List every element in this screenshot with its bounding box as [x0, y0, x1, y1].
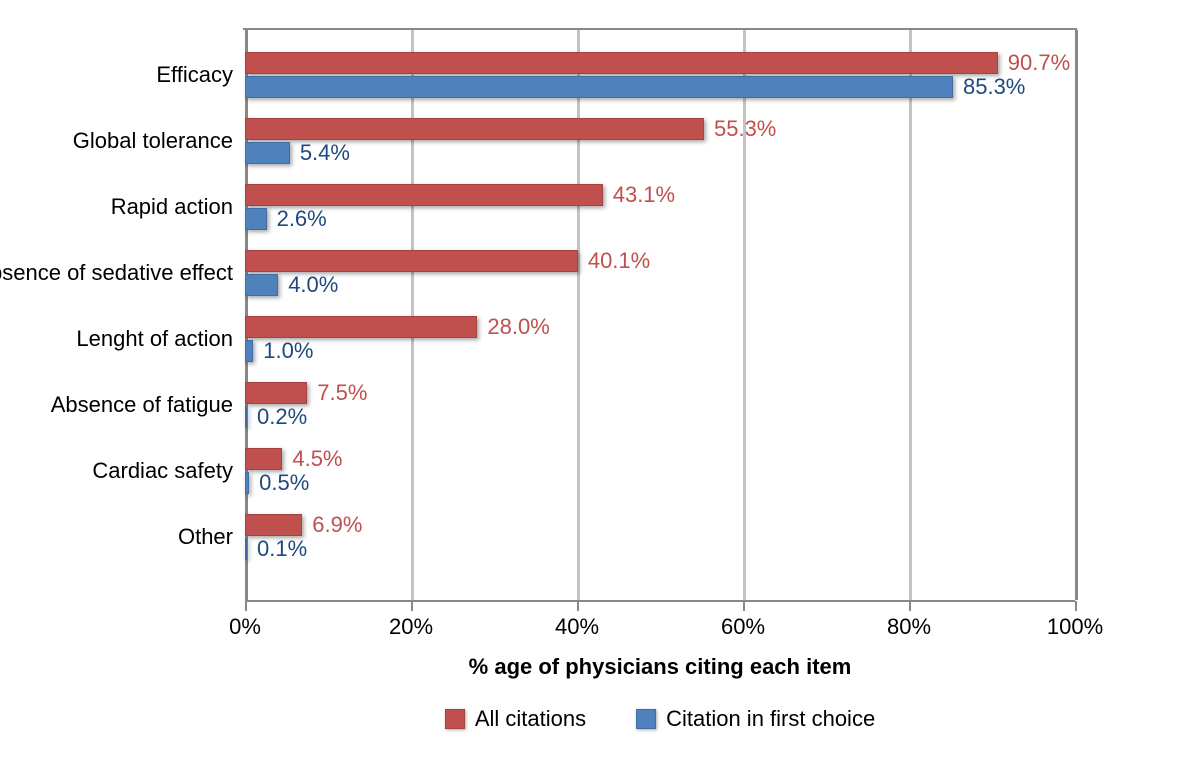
bar-value-all: 28.0%	[487, 314, 549, 340]
plot-area: Efficacy90.7%85.3%Global tolerance55.3%5…	[245, 30, 1075, 600]
bar-rect	[245, 448, 282, 470]
category-label: Lenght of action	[76, 326, 233, 352]
bar-value-all: 40.1%	[588, 248, 650, 274]
bar-first: 0.5%	[245, 472, 309, 494]
x-tick	[411, 601, 413, 611]
bar-value-all: 90.7%	[1008, 50, 1070, 76]
x-tick-label: 40%	[555, 614, 599, 640]
bar-rect	[245, 184, 603, 206]
x-tick	[245, 601, 247, 611]
bar-rect	[245, 274, 278, 296]
chart-container: Efficacy90.7%85.3%Global tolerance55.3%5…	[245, 30, 1075, 732]
bar-rect	[245, 406, 247, 428]
bar-value-first: 1.0%	[263, 338, 313, 364]
x-tick-label: 100%	[1047, 614, 1103, 640]
legend-label-first: Citation in first choice	[666, 706, 875, 732]
bar-rect	[245, 316, 477, 338]
bar-value-first: 2.6%	[277, 206, 327, 232]
category-row: Global tolerance55.3%5.4%	[245, 114, 1075, 180]
bar-value-all: 7.5%	[317, 380, 367, 406]
legend-swatch-all	[445, 709, 465, 729]
bar-rect	[245, 76, 953, 98]
bar-rect	[245, 118, 704, 140]
category-label: Absence of sedative effect	[0, 260, 233, 286]
bar-rect	[245, 208, 267, 230]
category-label: Rapid action	[111, 194, 233, 220]
category-row: Absence of fatigue7.5%0.2%	[245, 378, 1075, 444]
bar-rect	[245, 538, 247, 560]
bar-value-first: 0.5%	[259, 470, 309, 496]
category-row: Rapid action43.1%2.6%	[245, 180, 1075, 246]
bar-rect	[245, 52, 998, 74]
bar-value-first: 0.2%	[257, 404, 307, 430]
bar-first: 0.1%	[245, 538, 307, 560]
legend-item-all: All citations	[445, 706, 586, 732]
bar-value-first: 5.4%	[300, 140, 350, 166]
bar-rect	[245, 250, 578, 272]
category-label: Other	[178, 524, 233, 550]
bar-rect	[245, 142, 290, 164]
category-row: Absence of sedative effect40.1%4.0%	[245, 246, 1075, 312]
x-tick-label: 60%	[721, 614, 765, 640]
x-tick-label: 80%	[887, 614, 931, 640]
bar-first: 0.2%	[245, 406, 307, 428]
gridline	[1075, 30, 1078, 600]
bar-value-all: 6.9%	[312, 512, 362, 538]
x-axis-title: % age of physicians citing each item	[245, 654, 1075, 680]
legend-label-all: All citations	[475, 706, 586, 732]
bar-value-first: 0.1%	[257, 536, 307, 562]
bar-first: 2.6%	[245, 208, 327, 230]
bar-first: 85.3%	[245, 76, 1025, 98]
bar-first: 4.0%	[245, 274, 338, 296]
category-row: Lenght of action28.0%1.0%	[245, 312, 1075, 378]
bar-rect	[245, 382, 307, 404]
plot-top-border	[243, 28, 1077, 30]
bar-all: 55.3%	[245, 118, 776, 140]
category-label: Absence of fatigue	[51, 392, 233, 418]
category-label: Cardiac safety	[92, 458, 233, 484]
bar-value-first: 4.0%	[288, 272, 338, 298]
bar-all: 40.1%	[245, 250, 650, 272]
bar-rect	[245, 514, 302, 536]
x-tick	[909, 601, 911, 611]
category-label: Efficacy	[156, 62, 233, 88]
bar-first: 5.4%	[245, 142, 350, 164]
x-tick	[577, 601, 579, 611]
bar-value-all: 4.5%	[292, 446, 342, 472]
legend-swatch-first	[636, 709, 656, 729]
x-tick-label: 20%	[389, 614, 433, 640]
bar-rect	[245, 340, 253, 362]
x-tick-label: 0%	[229, 614, 261, 640]
bar-all: 28.0%	[245, 316, 550, 338]
x-axis: 0%20%40%60%80%100%	[245, 600, 1075, 652]
category-row: Other6.9%0.1%	[245, 510, 1075, 576]
x-tick	[743, 601, 745, 611]
category-row: Efficacy90.7%85.3%	[245, 48, 1075, 114]
bar-value-all: 43.1%	[613, 182, 675, 208]
x-tick	[1075, 601, 1077, 611]
bar-rect	[245, 472, 249, 494]
bar-all: 6.9%	[245, 514, 362, 536]
legend-item-first: Citation in first choice	[636, 706, 875, 732]
bar-first: 1.0%	[245, 340, 313, 362]
legend: All citations Citation in first choice	[245, 706, 1075, 732]
bar-all: 7.5%	[245, 382, 367, 404]
category-label: Global tolerance	[73, 128, 233, 154]
bar-value-all: 55.3%	[714, 116, 776, 142]
bar-all: 43.1%	[245, 184, 675, 206]
category-row: Cardiac safety4.5%0.5%	[245, 444, 1075, 510]
bar-value-first: 85.3%	[963, 74, 1025, 100]
bar-all: 90.7%	[245, 52, 1070, 74]
bar-all: 4.5%	[245, 448, 343, 470]
